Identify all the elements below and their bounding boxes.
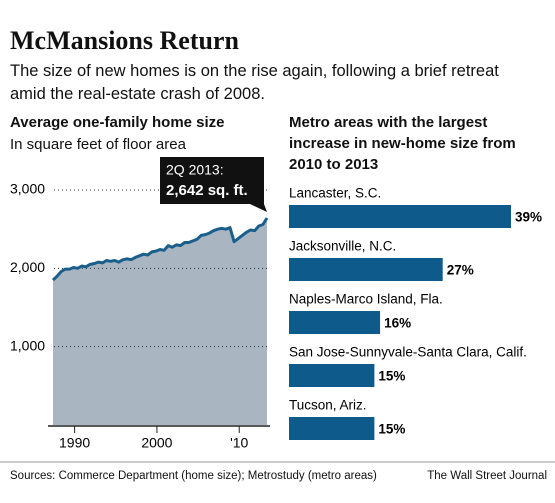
value-label: 27% [447,263,474,278]
credit: The Wall Street Journal [427,470,547,482]
annotation-label: 2Q 2013: [166,162,224,178]
category-label: San Jose-Sunnyvale-Santa Clara, Calif. [289,345,527,360]
page-subtitle: The size of new homes is on the rise aga… [10,62,499,103]
source: Sources: Commerce Department (home size)… [10,470,377,482]
value-label: 15% [378,422,405,437]
category-label: Tucson, Ariz. [289,398,367,413]
bar [289,417,375,440]
chart-title: Metro areas with the largest increase in… [289,114,516,173]
page-title: McMansions Return [10,26,239,55]
bar [289,205,511,228]
y-tick-label: 1,000 [10,337,45,353]
annotation-value: 2,642 sq. ft. [166,182,248,199]
y-tick-label: 2,000 [10,259,45,275]
x-tick-label: 2000 [141,435,172,451]
category-label: Lancaster, S.C. [289,186,381,201]
chart-title: Average one-family home size [10,114,225,131]
bar [289,364,375,387]
area [53,218,267,425]
annotation-pointer [250,204,267,213]
annotation-box [160,157,264,204]
chart-subtitle: In square feet of floor area [10,136,186,153]
line [51,217,269,282]
x-tick-label: 1990 [59,435,90,451]
category-label: Jacksonville, N.C. [289,239,396,254]
value-label: 16% [384,316,411,331]
bar [289,311,381,334]
y-tick-label: 3,000 [10,181,45,197]
x-tick-label: '10 [230,435,248,451]
category-label: Naples-Marco Island, Fla. [289,292,443,307]
value-label: 39% [515,210,542,225]
bar [289,258,443,281]
value-label: 15% [378,369,405,384]
